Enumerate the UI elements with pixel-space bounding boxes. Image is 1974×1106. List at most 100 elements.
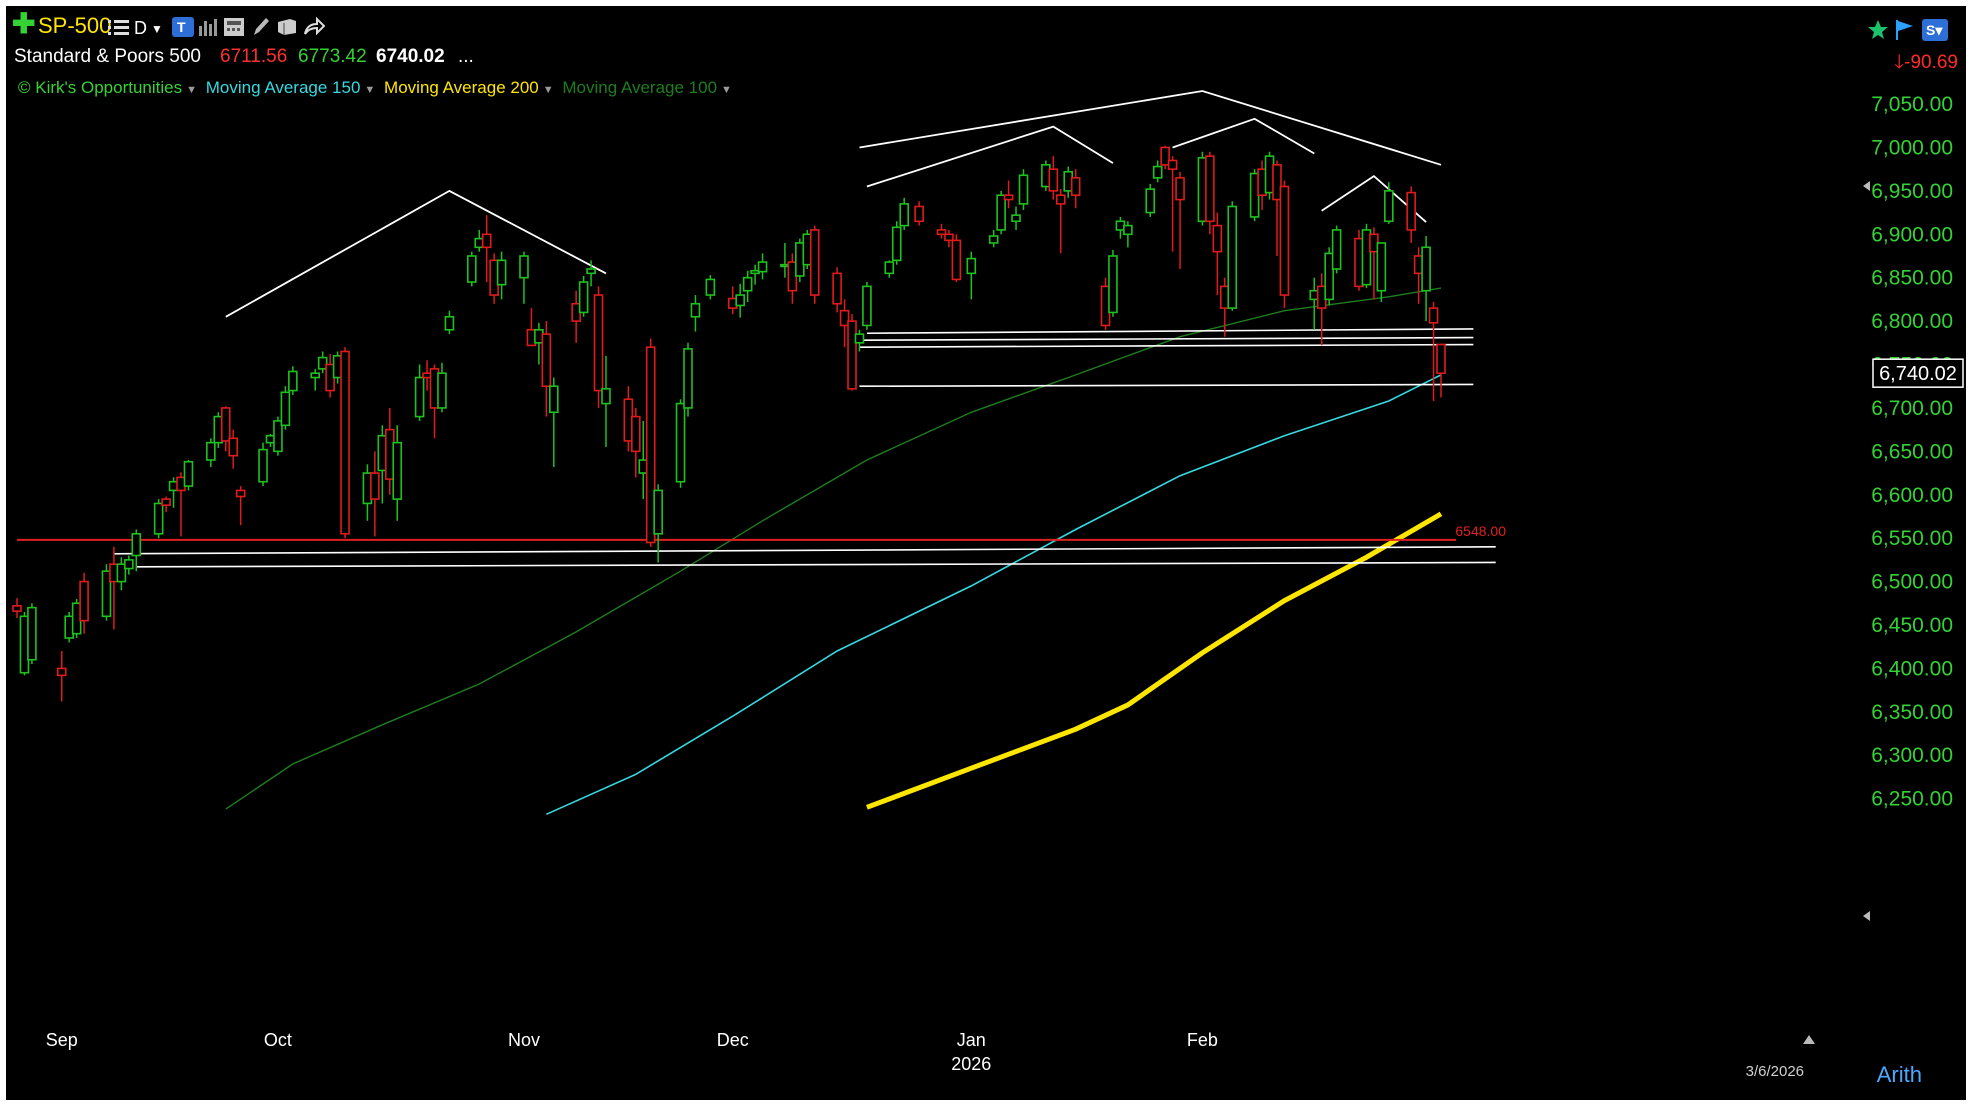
candle-body: [288, 370, 298, 392]
scale-mode-button[interactable]: Arith: [1876, 1062, 1922, 1087]
axis-labels: 6,250.00 6,300.00 6,350.00 6,400.00 6,450.00…: [46, 93, 1964, 1074]
study-dropdown-icon[interactable]: ▼: [364, 84, 376, 96]
candle-body: [481, 233, 492, 249]
study-ma-150[interactable]: Moving Average 150: [205, 78, 361, 97]
add-symbol-icon[interactable]: ✚: [12, 8, 36, 39]
quote-low: 6711.56: [220, 46, 288, 67]
candle-body: [79, 580, 89, 622]
moving-average-line: [545, 374, 1442, 816]
candle-body: [1070, 177, 1081, 197]
candle-body: [735, 294, 745, 307]
candle-body: [414, 376, 425, 418]
interval-selector[interactable]: D: [134, 18, 147, 38]
candle-body: [988, 235, 999, 244]
candle: [481, 215, 492, 283]
share-icon[interactable]: [303, 16, 325, 38]
last-price-box: [1872, 358, 1964, 388]
down-arrow-icon: 🡓: [1894, 52, 1905, 73]
candle: [631, 407, 641, 478]
support-line: [859, 343, 1474, 348]
y-tick-label: 6,250.00: [1871, 788, 1953, 811]
candle-body: [1428, 307, 1439, 324]
candle-body: [631, 415, 641, 453]
y-tick-label: 6,550.00: [1871, 527, 1953, 550]
candle: [101, 564, 112, 621]
x-tick-label: Dec: [717, 1030, 749, 1050]
candle: [1272, 160, 1282, 256]
candle: [1361, 223, 1372, 289]
scroll-up-icon: [1803, 1035, 1815, 1044]
support-line: [866, 328, 1474, 335]
bar-chart-icon[interactable]: [198, 18, 218, 36]
candle: [705, 275, 716, 300]
candle-body: [370, 472, 380, 500]
star-icon[interactable]: [1866, 18, 1890, 42]
candle: [899, 197, 910, 230]
candle: [1003, 180, 1014, 209]
candle: [884, 260, 895, 278]
study-kirks-opportunities[interactable]: © Kirk's Opportunities: [18, 78, 183, 97]
y-tick-label: 6,350.00: [1871, 701, 1953, 724]
candle-body: [444, 315, 455, 331]
candle-body: [228, 437, 239, 457]
flag-icon[interactable]: [1894, 18, 1916, 42]
trendline: [1172, 117, 1315, 155]
candle: [1011, 206, 1021, 230]
candle: [310, 368, 321, 391]
candle-body: [206, 441, 216, 461]
price-chart[interactable]: 6548.00 6,250.00 6,300.00 6,350.00 6,400.00…: [8, 8, 1964, 1098]
t-indicator-icon[interactable]: T: [172, 17, 194, 37]
candle: [1205, 151, 1215, 235]
candle-body: [496, 259, 507, 286]
candle: [586, 260, 596, 287]
candle: [645, 338, 656, 547]
candle: [79, 572, 89, 634]
study-dropdown-icon[interactable]: ▼: [721, 84, 732, 96]
candle-body: [832, 272, 842, 305]
moving-average-line: [866, 511, 1443, 810]
candle-body: [1160, 146, 1170, 166]
candle-body: [944, 233, 954, 242]
candle: [1145, 183, 1156, 217]
x-year-label: 2026: [951, 1054, 991, 1074]
candle-body: [1212, 224, 1223, 253]
net-change: 🡓-90.69: [1894, 48, 1958, 80]
net-change-value: -90.69: [1904, 52, 1958, 73]
study-ma-200[interactable]: Moving Average 200: [384, 78, 539, 97]
toolbar: ✚ SP-500 D ▼ T: [8, 8, 1964, 74]
candle-body: [705, 278, 716, 296]
news-icon[interactable]: [276, 17, 298, 37]
candle-body: [914, 205, 924, 223]
y-tick-label: 6,500.00: [1871, 571, 1953, 594]
candle-body: [951, 239, 962, 281]
candle: [847, 314, 857, 391]
candle: [839, 299, 850, 348]
candle-body: [966, 257, 977, 275]
calculator-icon[interactable]: [223, 17, 245, 37]
y-tick-label: 7,050.00: [1871, 93, 1953, 116]
candle-body: [548, 385, 559, 414]
support-line: [113, 546, 1496, 555]
candle-body: [153, 502, 164, 535]
candle-body: [310, 372, 321, 379]
quote-last: 6740.02: [376, 46, 445, 67]
candle-body: [1018, 174, 1029, 205]
draw-pencil-icon[interactable]: [251, 16, 271, 38]
study-dropdown-icon[interactable]: ▼: [542, 84, 554, 96]
list-icon[interactable]: [108, 18, 130, 36]
symbol-name[interactable]: SP-500: [38, 13, 112, 38]
quote-more[interactable]: ...: [458, 46, 474, 67]
scan-icon[interactable]: S▾: [1922, 19, 1948, 41]
candle: [832, 267, 842, 313]
study-ma-100[interactable]: Moving Average 100: [562, 78, 718, 97]
candle-body: [273, 420, 283, 453]
candle-body: [1227, 205, 1238, 309]
candle-body: [1167, 159, 1178, 170]
interval-dropdown-icon[interactable]: ▼: [151, 22, 163, 36]
candle: [466, 251, 477, 287]
candle: [683, 342, 693, 417]
candle: [414, 364, 425, 421]
candle-body: [258, 448, 268, 483]
candle-body: [466, 255, 477, 283]
study-dropdown-icon[interactable]: ▼: [186, 84, 197, 96]
